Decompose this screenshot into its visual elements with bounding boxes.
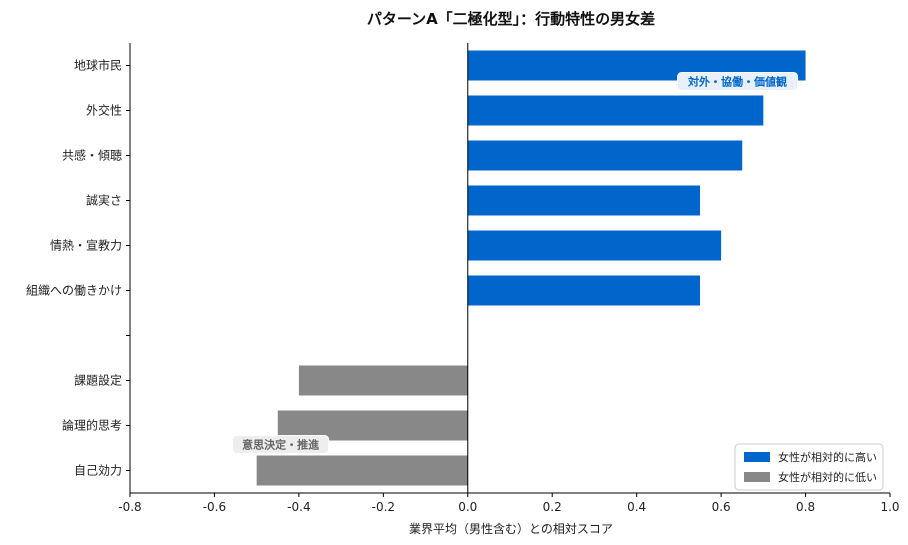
x-tick-label: -0.4	[287, 500, 310, 514]
annotation-text: 意思決定・推進	[242, 438, 320, 452]
x-tick-label: 0.6	[712, 500, 731, 514]
legend-swatch-high	[744, 452, 770, 462]
annotation: 意思決定・推進	[232, 435, 330, 454]
axes-group: 地球市民外交性共感・傾聴誠実さ情熱・宣教力組織への働きかけ課題設定論理的思考自己…	[26, 43, 900, 514]
y-tick-label: 論理的思考	[62, 418, 122, 433]
x-tick-label: -0.2	[372, 500, 395, 514]
legend-label-low: 女性が相対的に低い	[778, 470, 877, 484]
chart-title: パターンA「二極化型」：行動特性の男女差	[367, 10, 655, 28]
y-tick-label: 課題設定	[74, 373, 122, 388]
legend-swatch-low	[744, 472, 770, 482]
bar	[467, 230, 722, 261]
y-tick-label: 自己効力	[74, 463, 122, 478]
annotation-text: 対外・協働・価値観	[687, 75, 787, 89]
bar	[467, 140, 743, 171]
y-tick-label: 地球市民	[74, 58, 122, 73]
x-tick-label: 0.0	[458, 500, 477, 514]
y-tick-label: 誠実さ	[86, 193, 122, 208]
x-tick-label: 1.0	[880, 500, 899, 514]
legend-frame	[734, 443, 884, 491]
y-tick-label: 組織への働きかけ	[26, 284, 122, 298]
y-tick-label: 情熱・宣教力	[50, 238, 122, 253]
annotation: 対外・協働・価値観	[677, 72, 799, 91]
bar	[467, 275, 700, 306]
x-tick-label: -0.6	[203, 500, 226, 514]
bar	[467, 95, 764, 126]
bar	[298, 365, 468, 396]
x-axis-label: 業界平均（男性含む）との相対スコア	[409, 521, 613, 536]
x-tick-label: 0.4	[627, 500, 646, 514]
y-tick-label: 外交性	[86, 103, 122, 118]
legend-label-high: 女性が相対的に高い	[778, 450, 877, 464]
bar	[256, 455, 468, 486]
y-tick-label: 共感・傾聴	[62, 148, 122, 163]
x-tick-label: 0.8	[796, 500, 815, 514]
annotation-box	[232, 435, 330, 454]
annotation-box	[677, 72, 799, 91]
bars-group	[256, 50, 806, 486]
x-tick-label: -0.8	[118, 500, 141, 514]
x-tick-label: 0.2	[543, 500, 562, 514]
bar	[467, 185, 700, 216]
legend: 女性が相対的に高い 女性が相対的に低い	[734, 443, 884, 491]
